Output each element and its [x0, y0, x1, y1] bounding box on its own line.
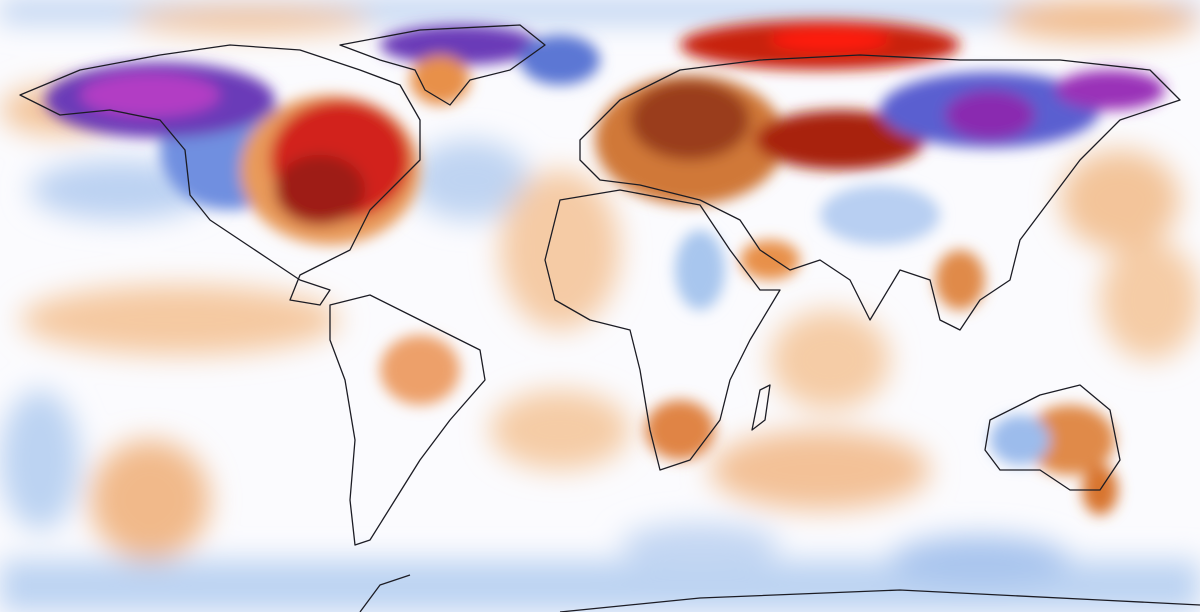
eurasia-outline: [579, 54, 1181, 331]
madagascar-outline: [751, 384, 771, 431]
north-america-outline: [19, 44, 421, 306]
coastlines: [19, 24, 1200, 612]
australia-outline: [984, 384, 1121, 491]
south-america-outline: [329, 294, 486, 546]
antarctica-outline: [359, 574, 1200, 612]
anomaly-field-strong: [45, 20, 1165, 515]
africa-outline: [544, 189, 781, 471]
greenland-outline: [339, 24, 546, 106]
